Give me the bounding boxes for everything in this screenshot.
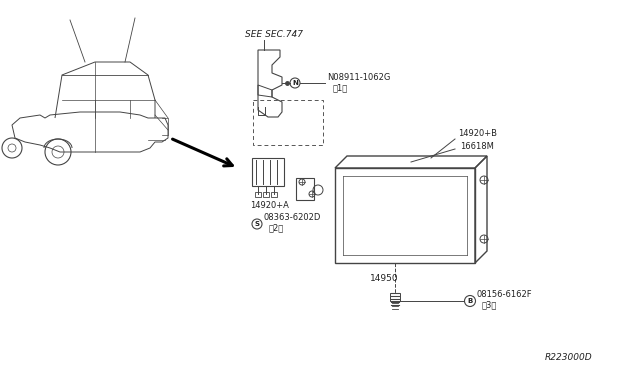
Text: 08156-6162F: 08156-6162F [477,290,532,299]
Text: SEE SEC.747: SEE SEC.747 [245,30,303,39]
Text: S: S [255,221,259,227]
Text: 08363-6202D: 08363-6202D [264,213,321,222]
Bar [335,168,475,263]
Text: （2）: （2） [269,223,284,232]
Text: R223000D: R223000D [545,353,593,362]
Text: N08911-1062G: N08911-1062G [327,73,390,82]
Text: B: B [467,298,472,304]
Text: （1）: （1） [333,83,348,92]
Bar [255,192,261,197]
Bar [253,100,323,145]
Text: 16618M: 16618M [460,142,494,151]
Text: 14920+B: 14920+B [458,129,497,138]
Text: N: N [292,80,298,86]
Text: 14920+A: 14920+A [250,201,289,210]
Bar [263,192,269,197]
Bar [296,178,314,200]
Text: （3）: （3） [482,300,497,309]
Bar [390,293,400,301]
Text: 14950: 14950 [370,274,399,283]
Bar [252,158,284,186]
Bar [271,192,277,197]
